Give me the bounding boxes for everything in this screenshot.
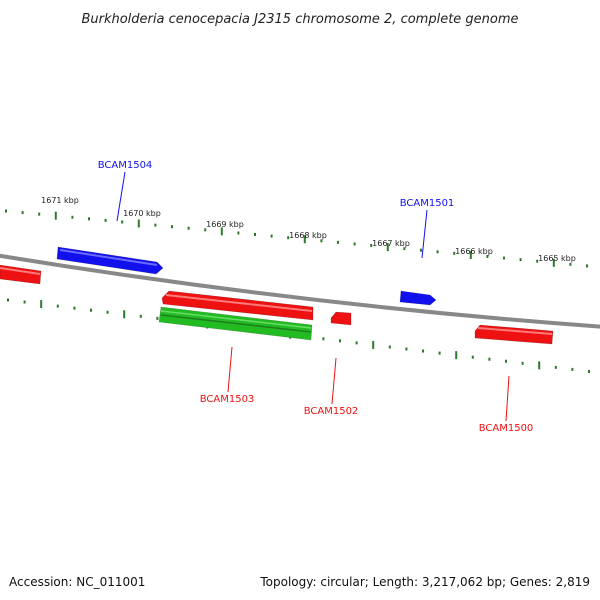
kbp-label: 1671 kbp	[41, 196, 79, 205]
gene-highlight	[59, 249, 158, 266]
kbp-label: 1670 kbp	[123, 209, 161, 218]
gene-bcam1501[interactable]	[399, 290, 437, 306]
gene-highlight	[165, 294, 313, 312]
gene-label-bcam1503[interactable]: BCAM1503	[200, 394, 255, 405]
gene-feature[interactable]	[0, 264, 42, 285]
gene-bcam1502[interactable]	[330, 311, 352, 326]
kbp-scale-labels: 1671 kbp 1670 kbp 1669 kbp 1668 kbp 1667 kbp…	[41, 196, 576, 263]
gene-label-bcam1504[interactable]: BCAM1504	[98, 160, 153, 171]
gene-label-bcam1502[interactable]: BCAM1502	[304, 406, 359, 417]
gene-labels: BCAM1504 BCAM1501 BCAM1503 BCAM1502 BCAM1500	[98, 160, 534, 434]
gene-stripe	[160, 314, 312, 333]
leader-line	[505, 375, 510, 422]
gene-highlight	[477, 327, 553, 335]
topology-summary: Topology: circular; Length: 3,217,062 bp…	[260, 575, 590, 589]
leader-line	[227, 346, 233, 393]
kbp-label: 1666 kbp	[455, 247, 493, 256]
leader-line	[116, 171, 126, 222]
leader-line	[331, 357, 337, 405]
chromosome-backbone	[0, 253, 600, 329]
gene-highlight	[0, 267, 41, 275]
gene-label-bcam1501[interactable]: BCAM1501	[400, 198, 455, 209]
accession-text: Accession: NC_011001	[9, 575, 146, 589]
kbp-label: 1665 kbp	[538, 254, 576, 263]
gene-stripe	[160, 310, 312, 329]
gene-label-bcam1500[interactable]: BCAM1500	[479, 423, 534, 434]
map-title: Burkholderia cenocepacia J2315 chromosom…	[81, 12, 518, 27]
kbp-label: 1669 kbp	[206, 220, 244, 229]
kbp-label: 1667 kbp	[372, 239, 410, 248]
gene-features	[0, 246, 554, 345]
leader-line	[421, 209, 428, 259]
outer-tick-track	[5, 209, 588, 268]
kbp-label: 1668 kbp	[289, 231, 327, 240]
